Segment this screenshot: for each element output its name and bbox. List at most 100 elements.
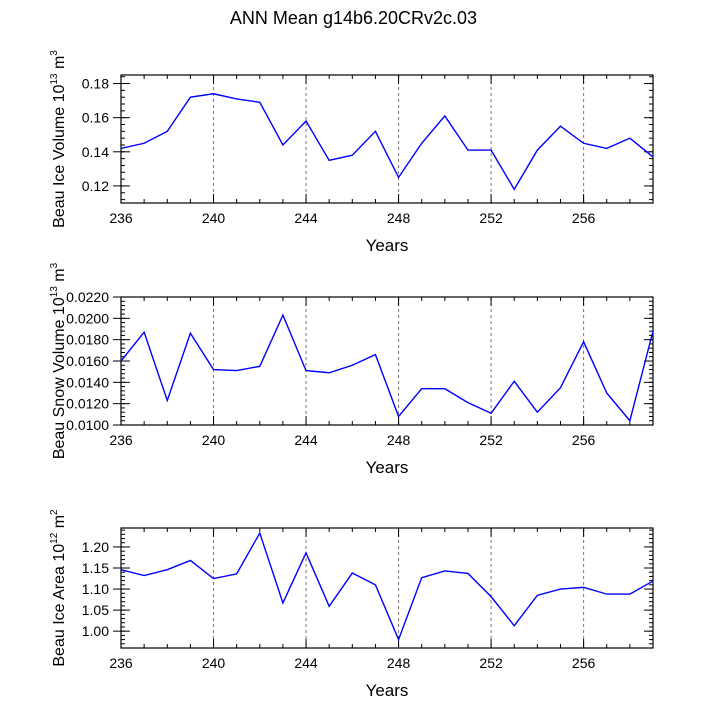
data-point <box>559 125 561 127</box>
y-tick-label: 1.15 <box>82 560 109 576</box>
data-point <box>212 368 214 370</box>
y-tick-label: 0.12 <box>82 178 109 194</box>
x-tick-label: 256 <box>572 655 596 671</box>
data-point <box>536 149 538 151</box>
data-point <box>189 96 191 98</box>
data-point <box>212 93 214 95</box>
data-point <box>629 420 631 422</box>
data-point <box>397 176 399 178</box>
x-tick-label: 248 <box>387 432 411 448</box>
data-point <box>444 570 446 572</box>
data-point <box>420 142 422 144</box>
data-point <box>259 101 261 103</box>
y-tick-label: 0.18 <box>82 76 109 92</box>
x-tick-label: 240 <box>202 655 226 671</box>
data-point <box>397 638 399 640</box>
x-tick-label: 244 <box>294 210 318 226</box>
data-point <box>513 380 515 382</box>
data-point <box>444 115 446 117</box>
chart-panel-3: 236 240 244 248 252 256 1.00 1.05 1.10 1.15 1.20 Ye… <box>49 509 654 700</box>
x-axis-label: Years <box>366 458 409 477</box>
data-point <box>559 386 561 388</box>
y-axis-label: Beau Ice Volume 1013 m3 <box>49 50 68 228</box>
data-point <box>120 360 122 362</box>
y-tick-label: 1.20 <box>82 539 109 555</box>
data-point <box>582 142 584 144</box>
chart-panel-2: 236 240 244 248 252 256 0.0100 0.0120 0.0140 0.01… <box>49 262 654 477</box>
x-axis-label: Years <box>366 681 409 700</box>
y-tick-label: 1.00 <box>82 623 109 639</box>
y-axis-label-superscript: 13 <box>49 286 60 298</box>
y-axis-label-superscript: 3 <box>49 50 60 56</box>
data-point <box>143 574 145 576</box>
plot-frame <box>120 527 654 649</box>
y-tick-label: 0.0160 <box>66 353 109 369</box>
y-axis-label-superscript: 12 <box>49 532 60 544</box>
data-point <box>606 593 608 595</box>
data-point <box>212 577 214 579</box>
data-point <box>305 552 307 554</box>
data-point <box>143 331 145 333</box>
y-tick-label: 0.16 <box>82 110 109 126</box>
data-point <box>235 98 237 100</box>
x-tick-label: 236 <box>109 655 133 671</box>
chart-panel-1: 236 240 244 248 252 256 0.12 0.14 0.16 0.18 Years B… <box>49 50 654 255</box>
x-tick-label: 256 <box>572 432 596 448</box>
data-point <box>513 624 515 626</box>
data-point <box>536 411 538 413</box>
data-point <box>490 595 492 597</box>
x-tick-label: 248 <box>387 655 411 671</box>
y-axis-label: Beau Ice Area 1012 m2 <box>49 509 68 667</box>
data-point <box>467 401 469 403</box>
data-point <box>374 584 376 586</box>
data-point <box>235 573 237 575</box>
y-tick-label: 0.0120 <box>66 396 109 412</box>
data-point <box>305 369 307 371</box>
data-point <box>467 572 469 574</box>
data-point <box>652 156 654 158</box>
x-tick-label: 248 <box>387 210 411 226</box>
data-point <box>490 149 492 151</box>
data-point <box>444 388 446 390</box>
y-axis-label-text: Beau Snow Volume 10 <box>51 297 68 459</box>
data-point <box>606 147 608 149</box>
data-point <box>328 605 330 607</box>
data-point <box>351 364 353 366</box>
data-point <box>374 130 376 132</box>
x-tick-label: 256 <box>572 210 596 226</box>
data-point <box>282 144 284 146</box>
data-point <box>582 341 584 343</box>
data-point <box>189 332 191 334</box>
data-point <box>328 372 330 374</box>
y-tick-label: 0.0140 <box>66 374 109 390</box>
data-point <box>166 130 168 132</box>
data-point <box>582 586 584 588</box>
x-tick-label: 240 <box>202 432 226 448</box>
data-point <box>143 142 145 144</box>
data-point <box>282 602 284 604</box>
y-tick-label: 0.14 <box>82 144 109 160</box>
y-axis-label-text: m <box>51 268 68 286</box>
y-axis-label-superscript: 3 <box>49 262 60 268</box>
data-point <box>259 365 261 367</box>
data-point <box>397 415 399 417</box>
data-point <box>189 559 191 561</box>
data-point <box>328 159 330 161</box>
series-line <box>120 531 654 642</box>
data-point <box>652 330 654 332</box>
data-point <box>629 593 631 595</box>
data-point <box>259 532 261 534</box>
data-point <box>166 399 168 401</box>
data-point <box>629 137 631 139</box>
data-point <box>420 388 422 390</box>
data-point <box>351 572 353 574</box>
y-axis-label-text: m <box>51 515 68 533</box>
data-point <box>652 580 654 582</box>
data-point <box>559 588 561 590</box>
series-line <box>120 313 654 423</box>
series-line <box>120 93 654 191</box>
data-point <box>282 314 284 316</box>
y-tick-label: 0.0180 <box>66 332 109 348</box>
x-tick-label: 252 <box>479 210 503 226</box>
